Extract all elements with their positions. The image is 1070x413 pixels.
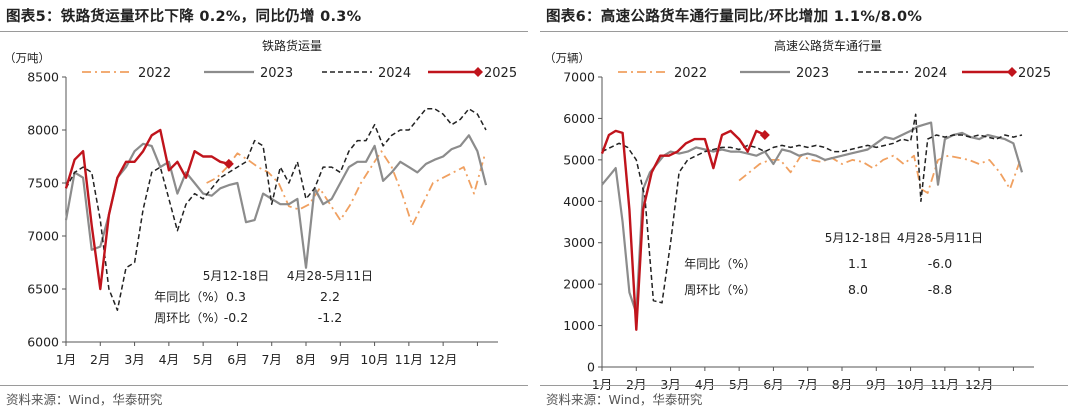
x-tick-label: 2月 <box>90 352 110 367</box>
legend-item-2022: 2022 <box>82 66 171 81</box>
railway-freight-line-chart: 铁路货运量 （万吨） 6000 6500 7000 7500 8000 8500 1月 2月 3月 4… <box>4 38 517 367</box>
y-tick-label: 7500 <box>27 176 59 191</box>
series-line-2024 <box>601 113 1023 304</box>
y-axis-unit: （万辆） <box>544 51 590 65</box>
y-tick-label: 7000 <box>27 229 59 244</box>
series-line-2022 <box>206 150 486 227</box>
y-tick-label: 2000 <box>563 277 595 292</box>
x-tick-label: 5月 <box>729 377 749 392</box>
legend-item-2023: 2023 <box>204 66 293 81</box>
footer-divider <box>540 385 1068 386</box>
table-cell: 2.2 <box>320 289 340 304</box>
legend-label: 2024 <box>378 66 411 81</box>
x-tick-label: 9月 <box>866 377 886 392</box>
legend-label: 2023 <box>796 66 829 81</box>
legend-label: 2025 <box>484 66 517 81</box>
x-tick-label: 11月 <box>395 352 423 367</box>
x-tick-label: 11月 <box>931 377 959 392</box>
chart-panel-highway: 图表6：高速公路货车通行量同比/环比增加 1.1%/8.0% 高速公路货车通行量… <box>540 0 1070 413</box>
figure-title: 图表6：高速公路货车通行量同比/环比增加 1.1%/8.0% <box>546 9 923 25</box>
table-row-label: 周环比（%） <box>684 283 755 297</box>
y-tick-label: 4000 <box>563 194 595 209</box>
legend-item-2023: 2023 <box>740 66 829 81</box>
legend-label: 2024 <box>914 66 947 81</box>
figure-title: 图表5：铁路货运量环比下降 0.2%，同比仍增 0.3% <box>6 9 362 25</box>
x-tick-label: 10月 <box>896 377 924 392</box>
table-header: 5月12-18日 <box>825 231 892 245</box>
series-line-2024 <box>65 108 487 311</box>
legend-label: 2025 <box>1018 66 1051 81</box>
series-line-2023 <box>64 134 488 269</box>
x-tick-label: 1月 <box>56 352 76 367</box>
x-tick-label: 1月 <box>592 377 612 392</box>
title-divider <box>540 31 1068 32</box>
legend-item-2024: 2024 <box>858 66 947 81</box>
x-tick-label: 2月 <box>626 377 646 392</box>
x-tick-label: 9月 <box>330 352 350 367</box>
table-row-label: 周环比（%） <box>154 311 225 325</box>
table-cell: -8.8 <box>928 282 952 297</box>
legend-item-2025: 2025 <box>962 66 1051 81</box>
x-tick-label: 5月 <box>193 352 213 367</box>
table-cell: -6.0 <box>928 256 952 271</box>
y-tick-label: 3000 <box>563 235 595 250</box>
x-tick-label: 6月 <box>227 352 247 367</box>
legend-marker <box>473 67 483 77</box>
legend-label: 2022 <box>674 66 707 81</box>
x-tick-label: 4月 <box>159 352 179 367</box>
y-tick-label: 6000 <box>27 335 59 350</box>
x-tick-label: 12月 <box>429 352 457 367</box>
series-line-2025 <box>64 128 230 291</box>
table-cell: -1.2 <box>318 310 342 325</box>
legend-item-2025: 2025 <box>428 66 517 81</box>
x-tick-label: 3月 <box>660 377 680 392</box>
source-note: 资料来源：Wind，华泰研究 <box>546 392 703 407</box>
x-tick-label: 7月 <box>261 352 281 367</box>
legend-item-2022: 2022 <box>618 66 707 81</box>
series-end-marker-2025 <box>223 158 234 169</box>
table-cell: 8.0 <box>848 282 868 297</box>
title-divider <box>0 31 528 32</box>
x-tick-label: 7月 <box>797 377 817 392</box>
series-line-2025 <box>600 129 766 331</box>
legend-marker <box>1007 67 1017 77</box>
legend-label: 2023 <box>260 66 293 81</box>
highway-truck-line-chart: 高速公路货车通行量 （万辆） 0 1000 2000 3000 4000 5000 6000 70… <box>544 38 1051 392</box>
table-cell: 1.1 <box>848 256 868 271</box>
y-tick-label: 8500 <box>27 70 59 85</box>
y-tick-label: 0 <box>587 360 595 375</box>
table-row-label: 年同比（%） <box>684 257 755 271</box>
series-line-2023 <box>601 121 1024 315</box>
legend-label: 2022 <box>138 66 171 81</box>
footer-divider <box>0 385 528 386</box>
y-tick-label: 6000 <box>563 111 595 126</box>
series-end-marker-2025 <box>759 130 770 140</box>
x-tick-label: 12月 <box>965 377 993 392</box>
x-tick-label: 10月 <box>360 352 388 367</box>
table-header: 5月12-18日 <box>203 269 270 283</box>
source-note: 资料来源：Wind，华泰研究 <box>6 392 163 407</box>
table-cell: -0.2 <box>224 310 248 325</box>
y-tick-label: 1000 <box>563 318 595 333</box>
x-tick-label: 4月 <box>695 377 715 392</box>
x-tick-label: 3月 <box>124 352 144 367</box>
y-tick-label: 8000 <box>27 123 59 138</box>
y-tick-label: 5000 <box>563 152 595 167</box>
x-tick-label: 8月 <box>832 377 852 392</box>
y-axis-unit: （万吨） <box>4 51 50 65</box>
chart-title: 铁路货运量 <box>262 38 322 53</box>
x-tick-label: 8月 <box>296 352 316 367</box>
table-header: 4月28-5月11日 <box>287 269 373 283</box>
table-row-label: 年同比（%） <box>154 290 225 304</box>
chart-title: 高速公路货车通行量 <box>774 38 882 53</box>
table-cell: 0.3 <box>226 289 246 304</box>
y-tick-label: 6500 <box>27 282 59 297</box>
y-tick-label: 7000 <box>563 70 595 85</box>
x-tick-label: 6月 <box>763 377 783 392</box>
chart-panel-railway: 图表5：铁路货运量环比下降 0.2%，同比仍增 0.3% 铁路货运量 （万吨） 60… <box>0 0 530 413</box>
legend-item-2024: 2024 <box>322 66 411 81</box>
series-line-2022 <box>738 154 1022 194</box>
table-header: 4月28-5月11日 <box>897 231 983 245</box>
